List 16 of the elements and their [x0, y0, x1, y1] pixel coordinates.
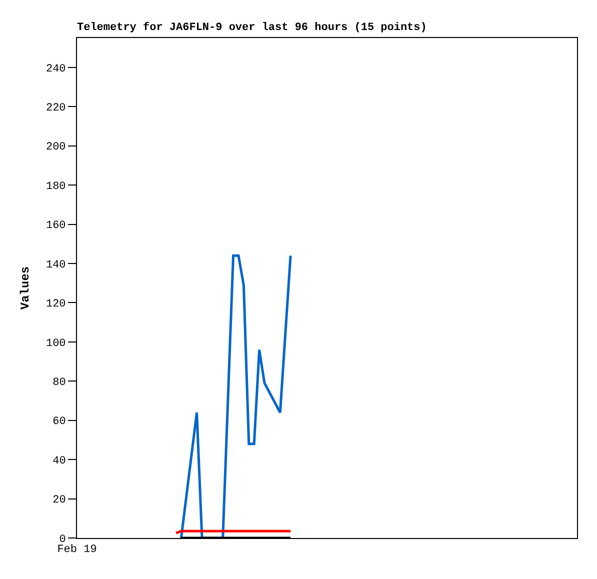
y-tick-label: 180 [46, 180, 66, 193]
y-tick-label: 220 [46, 102, 66, 114]
y-tick-label: 80 [52, 376, 66, 389]
y-axis-title: Values [18, 266, 32, 310]
y-tick-label: 0 [59, 534, 66, 546]
y-tick-label: 20 [52, 494, 66, 507]
y-tick-label: 160 [46, 220, 66, 232]
y-tick-label: 40 [52, 455, 66, 468]
y-tick-label: 60 [52, 416, 66, 428]
x-tick-label: Feb 19 [57, 544, 97, 556]
y-tick-label: 120 [46, 298, 66, 311]
chart-title: Telemetry for JA6FLN-9 over last 96 hours (15 points) [77, 21, 427, 34]
y-tick-label: 240 [46, 63, 66, 76]
y-tick-label: 200 [46, 142, 66, 154]
y-tick-label: 100 [46, 338, 66, 350]
y-tick-label: 140 [46, 259, 66, 272]
